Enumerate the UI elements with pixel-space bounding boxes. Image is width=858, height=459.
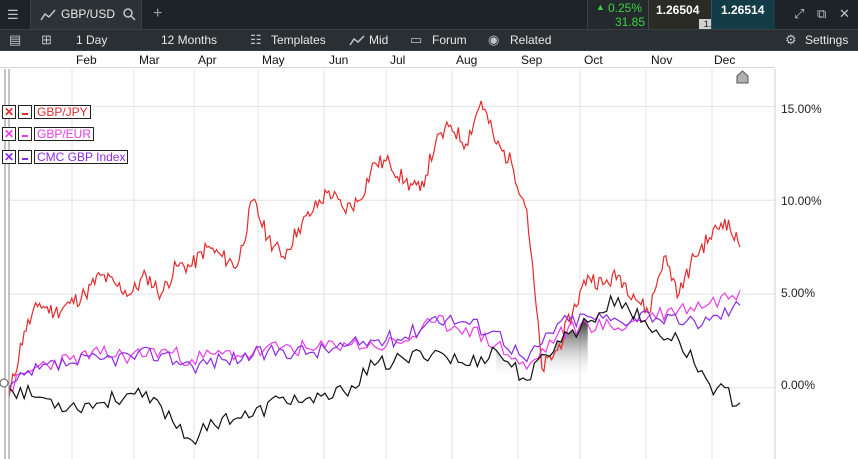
month-label: Nov	[651, 53, 673, 67]
price-type-button[interactable]: Mid	[346, 30, 396, 51]
scroll-to-end-icon[interactable]	[736, 70, 749, 84]
month-label: Mar	[139, 53, 160, 67]
series-line-cmc-gbp-index	[8, 300, 741, 389]
highlight-area	[496, 318, 588, 381]
settings-button[interactable]: ⚙ Settings	[783, 30, 855, 51]
forum-button[interactable]: ▭ Forum	[408, 30, 470, 51]
change-points: 31.85	[615, 15, 646, 29]
related-button[interactable]: ◉ Related	[486, 30, 556, 51]
change-percent: 0.25%	[608, 1, 643, 15]
remove-series-icon[interactable]: ✕	[2, 105, 16, 119]
settings-label: Settings	[805, 33, 849, 47]
comparison-chart[interactable]	[0, 69, 858, 459]
month-label: Feb	[76, 53, 97, 67]
divider	[141, 0, 142, 29]
search-icon[interactable]	[123, 8, 136, 21]
line-chart-icon	[40, 9, 56, 21]
month-label: Jul	[390, 53, 406, 67]
y-tick-label: 5.00%	[781, 286, 816, 300]
series-style-swatch[interactable]	[18, 127, 32, 141]
series-line-gbp-jpy	[8, 100, 741, 398]
month-label: Apr	[198, 53, 217, 67]
popout-icon[interactable]: ⧉	[817, 6, 827, 21]
expand-icon[interactable]: ⤢	[794, 6, 805, 21]
month-label: Dec	[714, 53, 736, 67]
legend-item-cmc-gbp-index: ✕ CMC GBP Index	[2, 149, 129, 165]
panel-icon[interactable]: ▤	[9, 32, 22, 47]
instrument-tab[interactable]: GBP/USD	[31, 0, 141, 29]
divider	[30, 0, 31, 29]
month-label: Aug	[456, 53, 478, 67]
close-icon[interactable]: ✕	[839, 6, 850, 21]
month-label: Jun	[329, 53, 349, 67]
remove-series-icon[interactable]: ✕	[2, 150, 16, 164]
crosshair-handle[interactable]	[0, 378, 9, 388]
legend-label[interactable]: CMC GBP Index	[34, 150, 129, 164]
legend-item-gbp-jpy: ✕ GBP/JPY	[2, 104, 91, 120]
price-type-label: Mid	[369, 33, 389, 47]
interval-dropdown[interactable]: 1 Day	[76, 33, 108, 47]
related-label: Related	[510, 33, 552, 47]
spread-badge: 1.0	[699, 19, 721, 29]
up-arrow-icon: ▲	[596, 2, 605, 12]
month-label: Oct	[584, 53, 603, 67]
chart-toolbar: ▤ ⊞ 1 Day 12 Months ☷ Templates Mid ▭ Fo…	[0, 29, 858, 51]
y-tick-label: 0.00%	[781, 378, 816, 392]
time-axis: Feb Mar Apr May Jun Jul Aug Sep Oct Nov …	[0, 51, 775, 84]
layout-grid-icon[interactable]: ⊞	[41, 32, 52, 47]
y-tick-label: 15.00%	[781, 102, 822, 116]
instrument-symbol: GBP/USD	[61, 7, 116, 21]
month-label: May	[262, 53, 285, 67]
buy-price-button[interactable]: 1.26514	[711, 0, 775, 29]
buy-price: 1.26514	[721, 3, 765, 17]
legend-item-gbp-eur: ✕ GBP/EUR	[2, 126, 95, 142]
menu-icon[interactable]: ☰	[7, 7, 19, 22]
price-change-panel: ▲ 0.25% 31.85	[587, 0, 648, 29]
legend-label[interactable]: GBP/JPY	[34, 105, 91, 119]
y-tick-label: 10.00%	[781, 194, 822, 208]
series-line-gbp-usd	[8, 293, 741, 446]
templates-button[interactable]: ☷ Templates	[247, 30, 332, 51]
legend-label[interactable]: GBP/EUR	[34, 127, 95, 141]
add-tab-button[interactable]: +	[153, 5, 163, 22]
templates-label: Templates	[271, 33, 326, 47]
month-label: Sep	[521, 53, 543, 67]
eye-icon: ◉	[488, 32, 500, 47]
forum-label: Forum	[432, 33, 467, 47]
top-bar: ☰ GBP/USD + ▲ 0.25% 31.85 1.26504 1.0 1.…	[0, 0, 858, 29]
series-style-swatch[interactable]	[18, 105, 32, 119]
chat-bubble-icon: ▭	[410, 32, 423, 47]
spread-value: 1.0	[703, 19, 717, 29]
series-style-swatch[interactable]	[18, 150, 32, 164]
gear-icon: ⚙	[785, 32, 797, 47]
range-dropdown[interactable]: 12 Months	[161, 33, 218, 47]
remove-series-icon[interactable]: ✕	[2, 127, 16, 141]
templates-icon: ☷	[250, 32, 262, 47]
sell-price: 1.26504	[656, 3, 700, 17]
line-chart-icon	[349, 35, 365, 46]
